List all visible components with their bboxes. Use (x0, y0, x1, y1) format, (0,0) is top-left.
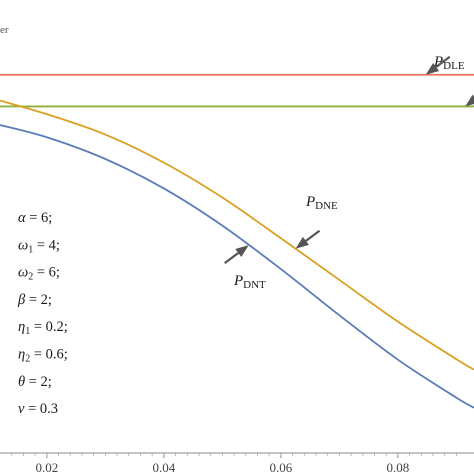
param-5: η2 = 0.6; (18, 347, 68, 365)
param-7: ν = 0.3 (18, 401, 58, 417)
series-line-dne (0, 99, 474, 371)
series-layer (0, 73, 474, 409)
arrow-flat (465, 94, 474, 107)
label-dnt: PDNT (233, 273, 266, 291)
x-tick-label: 0.04 (152, 460, 175, 474)
arrow-dnt (224, 245, 249, 265)
x-tick-label: 0.08 (387, 460, 410, 474)
param-2: ω2 = 6; (18, 265, 60, 283)
arrow-dne (295, 229, 321, 249)
series-line-dnt (0, 124, 474, 409)
x-tick-label: 0.02 (35, 460, 58, 474)
label-dne: PDNE (305, 194, 338, 212)
param-6: θ = 2; (18, 374, 52, 390)
param-3: β = 2; (17, 292, 52, 308)
param-0: α = 6; (18, 210, 52, 226)
label-dle: PDLE (433, 54, 465, 72)
param-1: ω1 = 4; (18, 237, 60, 255)
param-4: η1 = 0.2; (18, 319, 68, 337)
annotation-layer: PDLE PDNE PDNT (224, 54, 474, 291)
arrow-dle (425, 55, 451, 75)
corner-text: er (0, 24, 9, 36)
x-tick-label: 0.06 (270, 460, 293, 474)
parameter-list: α = 6; ω1 = 4; ω2 = 6; β = 2; η1 = 0.2; η2 = … (17, 210, 68, 417)
x-axis: 0.02 0.04 0.06 0.08 (0, 452, 474, 474)
